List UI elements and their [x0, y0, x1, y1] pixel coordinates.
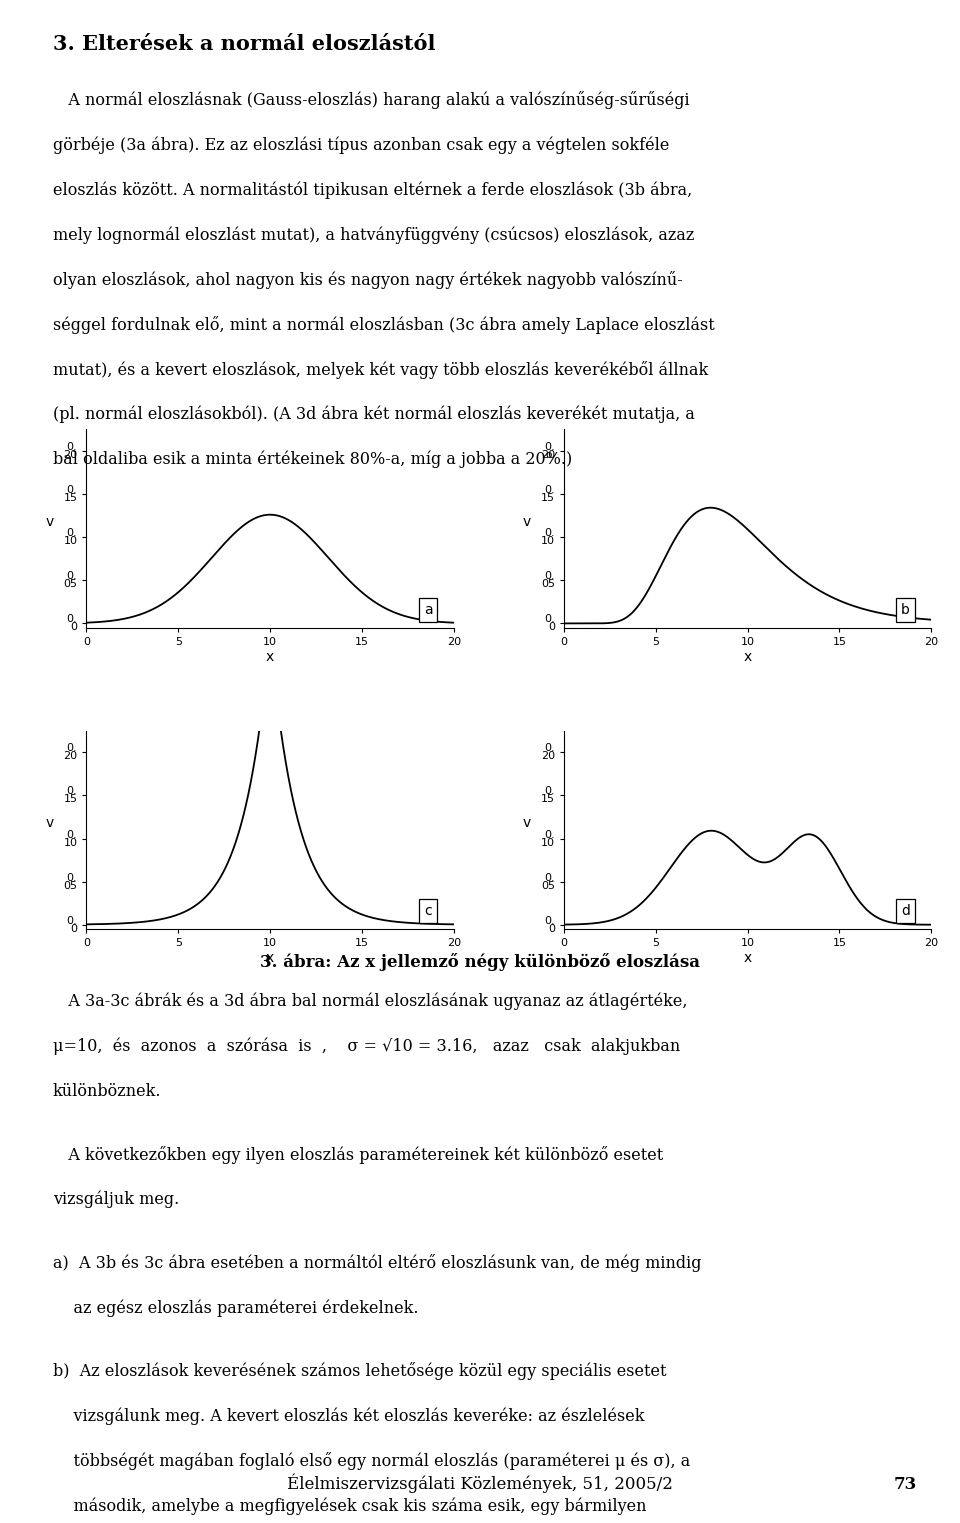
Text: A normál eloszlásnak (Gauss-eloszlás) harang alakú a valószínűség-sűrűségi: A normál eloszlásnak (Gauss-eloszlás) ha…: [53, 91, 689, 110]
X-axis label: x: x: [743, 649, 752, 664]
Text: különböznek.: különböznek.: [53, 1083, 161, 1100]
Text: többségét magában foglaló első egy normál eloszlás (paraméterei μ és σ), a: többségét magában foglaló első egy normá…: [53, 1453, 690, 1470]
Text: μ=10,  és  azonos  a  szórása  is  ,    σ = √10 = 3.16,   azaz   csak  alakjukba: μ=10, és azonos a szórása is , σ = √10 =…: [53, 1039, 680, 1055]
Text: A 3a-3c ábrák és a 3d ábra bal normál eloszlásának ugyanaz az átlagértéke,: A 3a-3c ábrák és a 3d ábra bal normál el…: [53, 993, 687, 1010]
Text: eloszlás között. A normalitástól tipikusan eltérnek a ferde eloszlások (3b ábra,: eloszlás között. A normalitástól tipikus…: [53, 181, 692, 198]
Y-axis label: v: v: [523, 515, 531, 528]
Text: vizsgáljuk meg.: vizsgáljuk meg.: [53, 1191, 180, 1208]
Y-axis label: v: v: [45, 515, 54, 528]
Text: b: b: [901, 603, 910, 617]
Text: bal oldaliba esik a minta értékeinek 80%-a, míg a jobba a 20%.): bal oldaliba esik a minta értékeinek 80%…: [53, 451, 572, 468]
Text: Élelmiszervizsgálati Közlemények, 51, 2005/2: Élelmiszervizsgálati Közlemények, 51, 20…: [287, 1473, 673, 1493]
Text: vizsgálunk meg. A kevert eloszlás két eloszlás keveréke: az észlelések: vizsgálunk meg. A kevert eloszlás két el…: [53, 1407, 644, 1424]
Text: c: c: [424, 905, 432, 918]
Text: A következőkben egy ilyen eloszlás paramétereinek két különböző esetet: A következőkben egy ilyen eloszlás param…: [53, 1147, 663, 1164]
Text: a)  A 3b és 3c ábra esetében a normáltól eltérő eloszlásunk van, de még mindig: a) A 3b és 3c ábra esetében a normáltól …: [53, 1255, 702, 1272]
X-axis label: x: x: [743, 950, 752, 966]
Text: (pl. normál eloszlásokból). (A 3d ábra két normál eloszlás keverékét mutatja, a: (pl. normál eloszlásokból). (A 3d ábra k…: [53, 407, 695, 423]
Text: d: d: [901, 905, 910, 918]
X-axis label: x: x: [266, 649, 275, 664]
Text: 3. ábra: Az x jellemző négy különböző eloszlása: 3. ábra: Az x jellemző négy különböző el…: [260, 953, 700, 972]
Y-axis label: v: v: [523, 816, 531, 830]
Text: mutat), és a kevert eloszlások, melyek két vagy több eloszlás keverékéből állnak: mutat), és a kevert eloszlások, melyek k…: [53, 361, 708, 379]
Text: a: a: [423, 603, 432, 617]
Text: séggel fordulnak elő, mint a normál eloszlásban (3c ábra amely Laplace eloszlást: séggel fordulnak elő, mint a normál elos…: [53, 317, 714, 334]
Text: 73: 73: [894, 1476, 917, 1493]
Text: második, amelybe a megfigyelések csak kis száma esik, egy bármilyen: második, amelybe a megfigyelések csak ki…: [53, 1497, 646, 1514]
Text: 3. Elterések a normál eloszlástól: 3. Elterések a normál eloszlástól: [53, 34, 435, 53]
Text: görbéje (3a ábra). Ez az eloszlási típus azonban csak egy a végtelen sokféle: görbéje (3a ábra). Ez az eloszlási típus…: [53, 137, 669, 154]
Y-axis label: v: v: [45, 816, 54, 830]
Text: b)  Az eloszlások keverésének számos lehetősége közül egy speciális esetet: b) Az eloszlások keverésének számos lehe…: [53, 1363, 666, 1380]
Text: mely lognormál eloszlást mutat), a hatványfüggvény (csúcsos) eloszlások, azaz: mely lognormál eloszlást mutat), a hatvá…: [53, 227, 694, 244]
Text: az egész eloszlás paraméterei érdekelnek.: az egész eloszlás paraméterei érdekelnek…: [53, 1299, 419, 1316]
X-axis label: x: x: [266, 950, 275, 966]
Text: olyan eloszlások, ahol nagyon kis és nagyon nagy értékek nagyobb valószínű-: olyan eloszlások, ahol nagyon kis és nag…: [53, 271, 683, 289]
